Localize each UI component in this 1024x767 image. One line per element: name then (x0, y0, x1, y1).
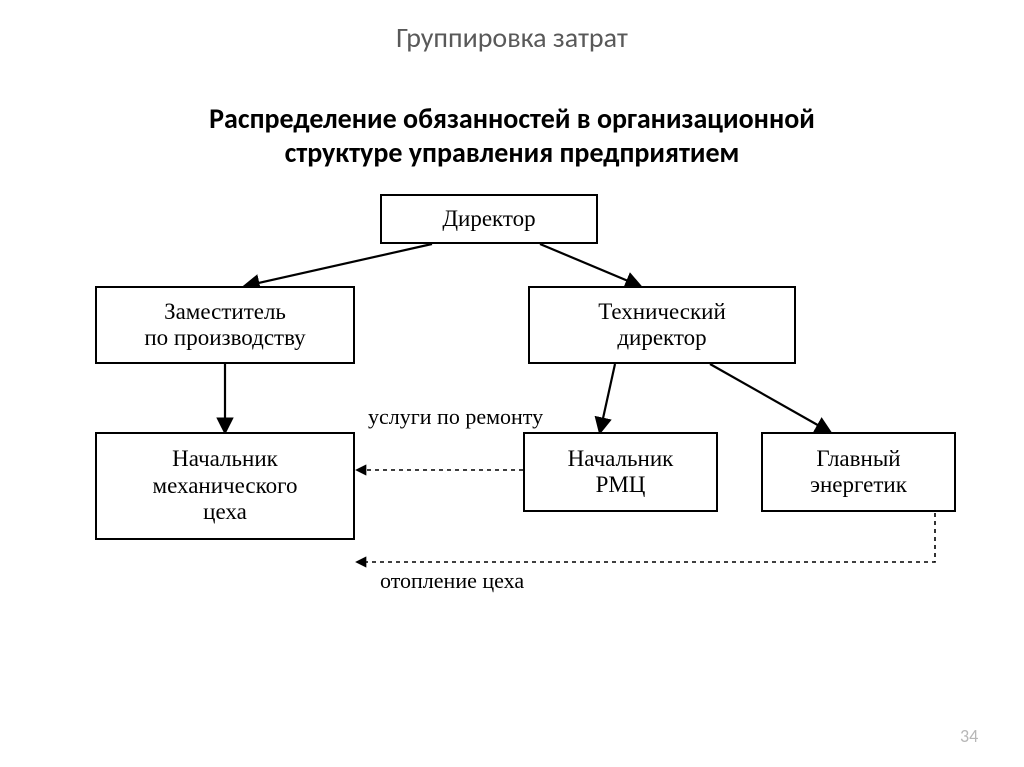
slide-subtitle: Распределение обязанностей в организацио… (0, 102, 1024, 169)
subtitle-line1: Распределение обязанностей в организацио… (209, 101, 815, 136)
node-label: Главный энергетик (810, 446, 907, 499)
edge-label-heating: отопление цеха (380, 568, 524, 594)
node-label: Заместитель по производству (144, 299, 305, 352)
node-mechchief: Начальник механического цеха (95, 432, 355, 540)
node-techdir: Технический директор (528, 286, 796, 364)
page-number: 34 (960, 725, 978, 747)
node-rmcchief: Начальник РМЦ (523, 432, 718, 512)
node-label: Начальник механического цеха (153, 446, 298, 525)
edge-dir-tech (540, 244, 640, 286)
subtitle-line2: структуре управления предприятием (285, 135, 740, 170)
edge-tech-eng (710, 364, 830, 432)
slide-title: Группировка затрат (0, 20, 1024, 55)
node-label: Начальник РМЦ (568, 446, 674, 499)
edge-tech-rmc (600, 364, 615, 432)
edge-eng-mech (357, 513, 935, 562)
node-label: Директор (442, 206, 535, 232)
edge-label-repair: услуги по ремонту (368, 404, 543, 430)
node-engchief: Главный энергетик (761, 432, 956, 512)
edge-dir-deputy (245, 244, 432, 286)
node-label: Технический директор (598, 299, 726, 352)
node-director: Директор (380, 194, 598, 244)
node-deputy: Заместитель по производству (95, 286, 355, 364)
